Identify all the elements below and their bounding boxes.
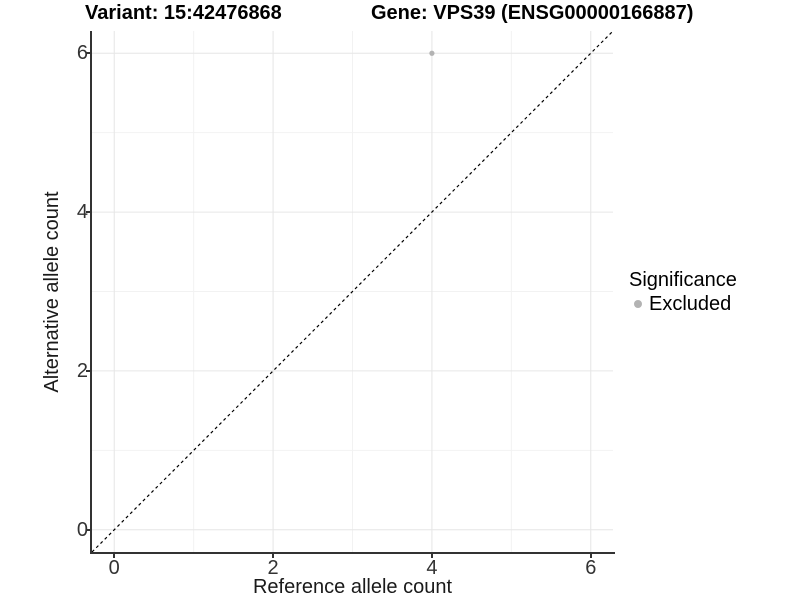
data-point xyxy=(429,50,435,56)
x-axis-title: Reference allele count xyxy=(252,576,452,598)
excluded-point-icon xyxy=(633,300,642,308)
y-axis-tick-marks xyxy=(86,31,90,552)
legend-title: Significance xyxy=(629,269,737,291)
x-axis-tick-marks xyxy=(92,554,613,558)
x-axis-line xyxy=(90,552,615,554)
legend: Significance Excluded xyxy=(629,268,737,316)
legend-entry-label: Excluded xyxy=(649,293,732,315)
legend-entry-excluded: Excluded xyxy=(629,292,737,316)
variant-title: Variant: 15:42476868 xyxy=(85,2,282,24)
y-axis-line xyxy=(90,31,92,554)
legend-key xyxy=(629,300,646,308)
gene-title: Gene: VPS39 (ENSG00000166887) xyxy=(371,2,694,24)
plot-panel xyxy=(92,31,613,552)
